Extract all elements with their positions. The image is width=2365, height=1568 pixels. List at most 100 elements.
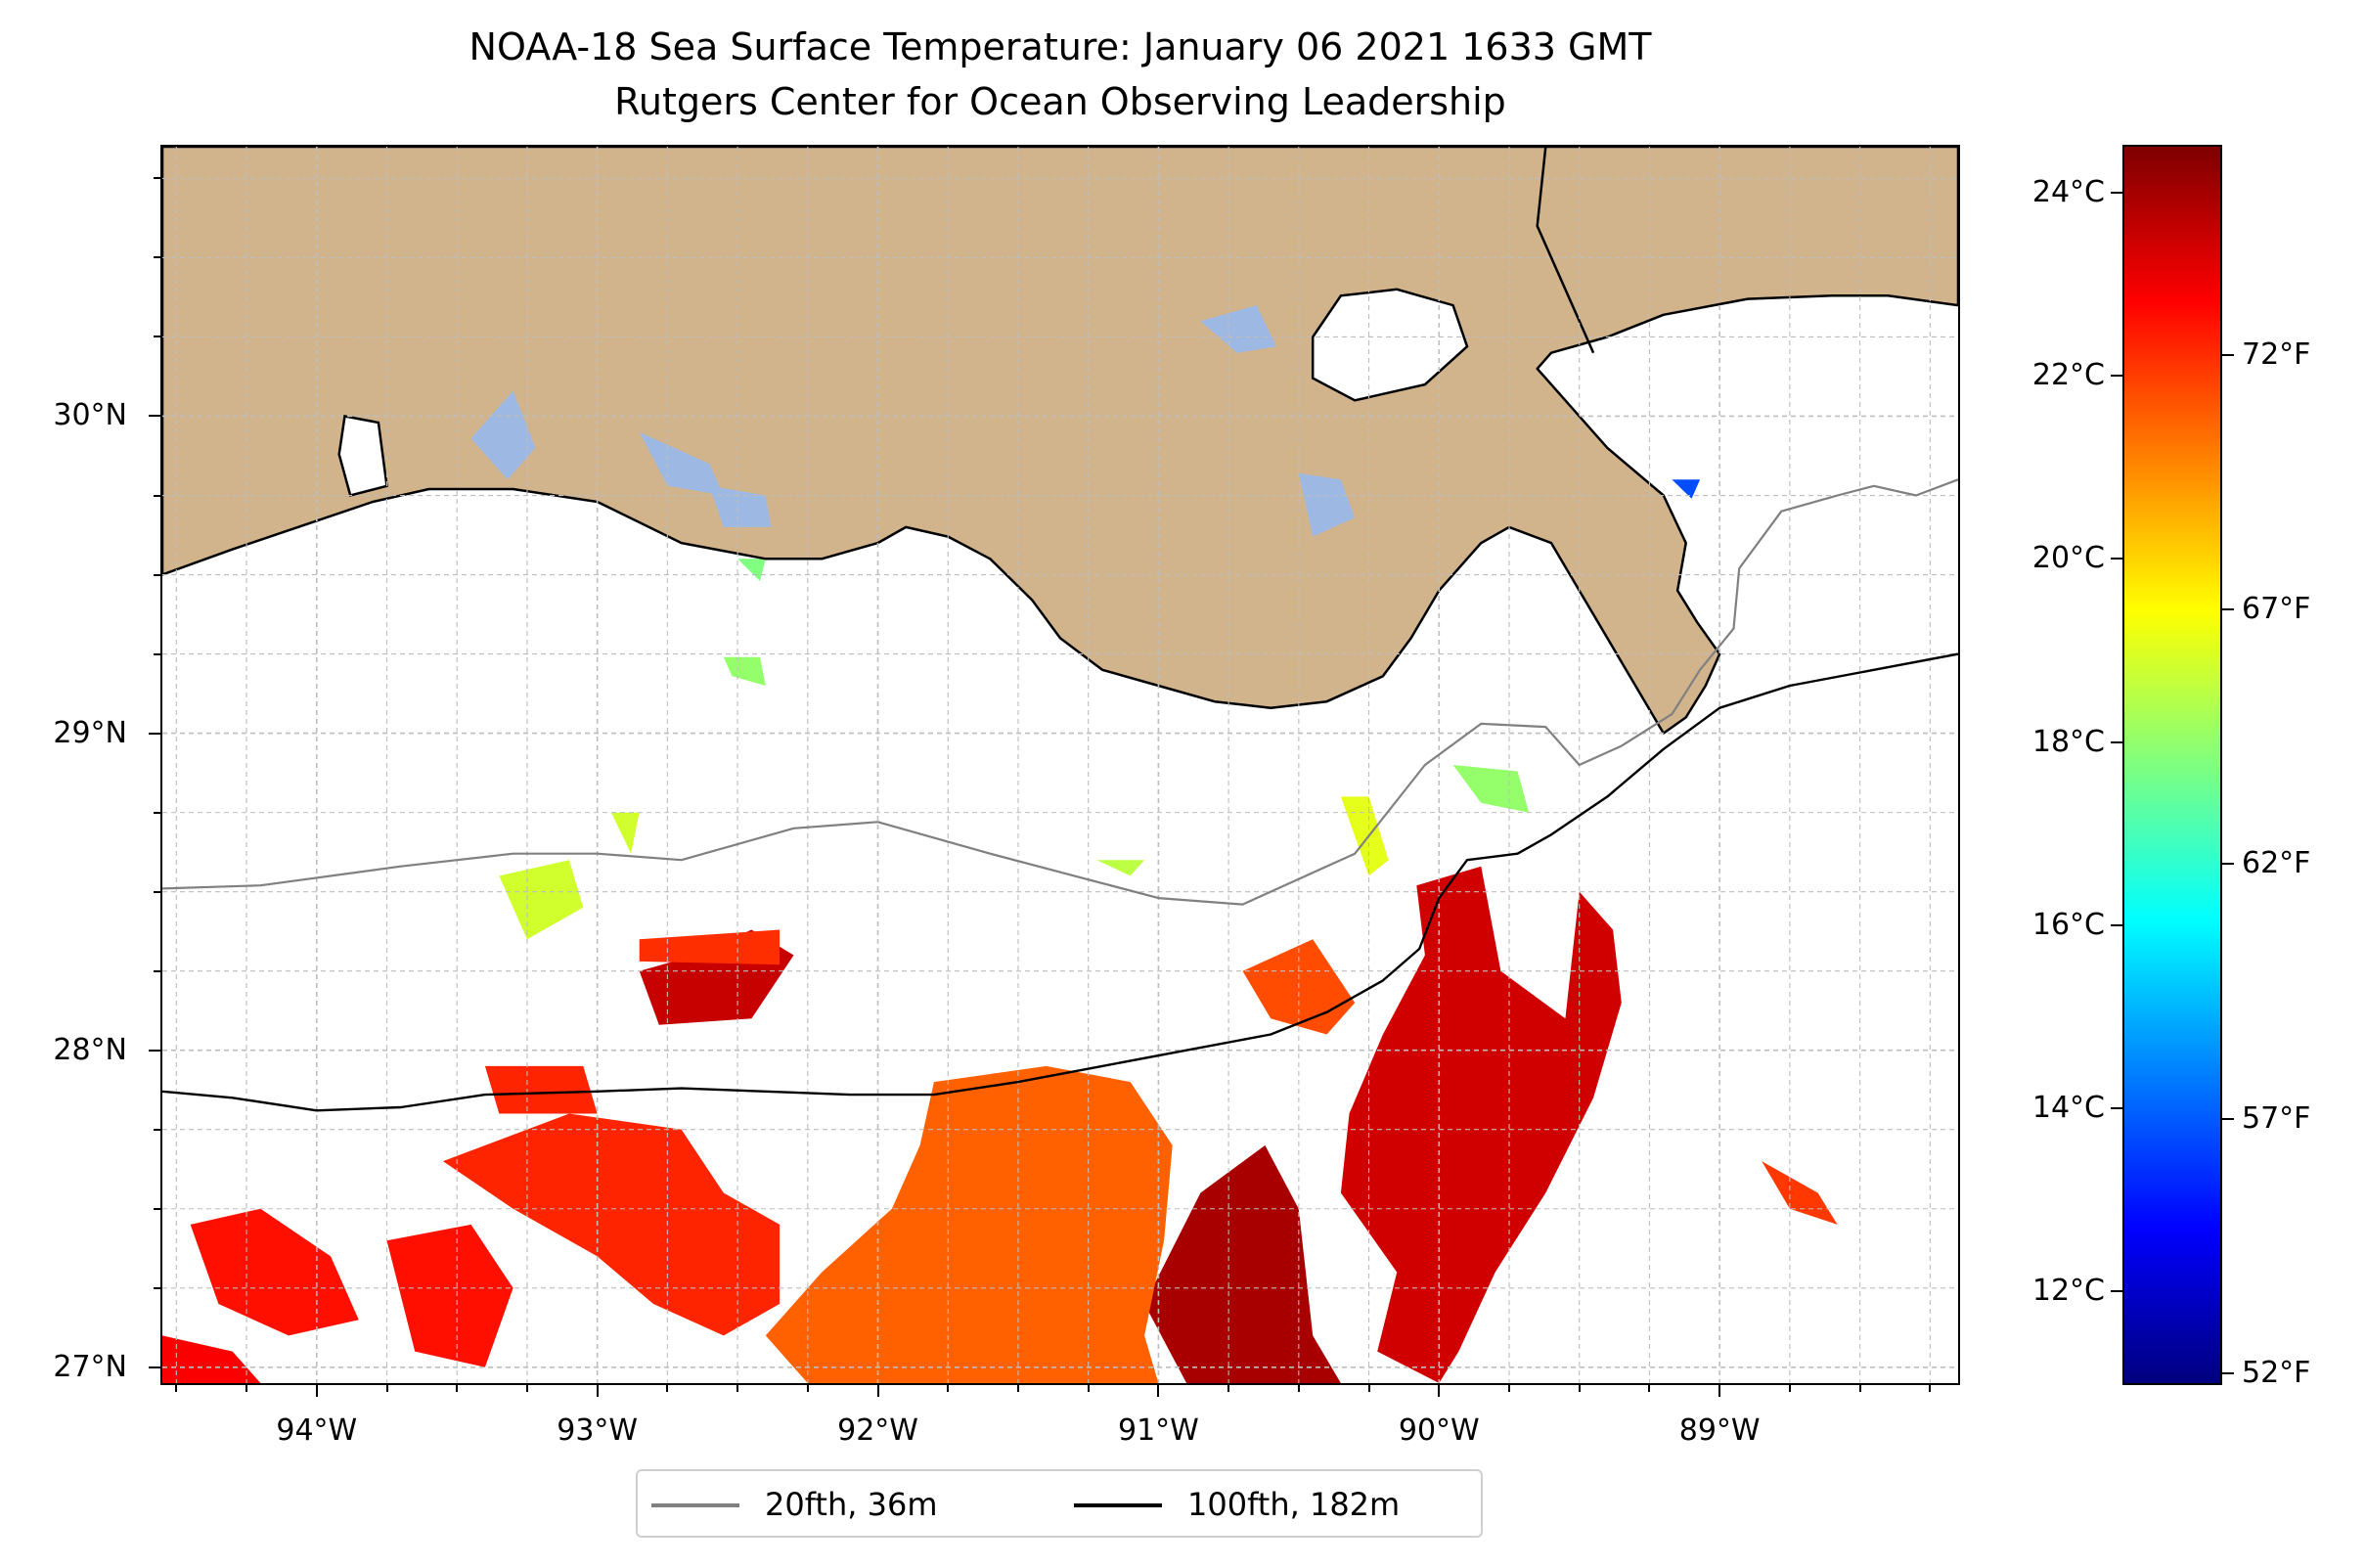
axis-tick bbox=[2222, 1371, 2234, 1374]
axis-tick bbox=[154, 177, 160, 180]
celsius-tick-label: 12°C bbox=[2031, 1274, 2105, 1309]
axis-tick bbox=[1438, 1385, 1441, 1397]
inland-lake bbox=[1298, 472, 1356, 537]
sst-patch bbox=[611, 812, 640, 854]
state-border bbox=[1536, 147, 1595, 354]
axis-tick bbox=[1508, 1385, 1510, 1392]
lat-label: 29°N bbox=[53, 715, 127, 750]
axis-tick bbox=[876, 1385, 879, 1397]
sst-patch bbox=[1672, 479, 1701, 499]
axis-tick bbox=[2222, 863, 2234, 866]
axis-tick bbox=[2111, 191, 2122, 194]
axis-tick bbox=[154, 256, 160, 259]
lat-label: 30°N bbox=[53, 398, 127, 433]
axis-tick bbox=[1788, 1385, 1791, 1392]
celsius-tick-label: 18°C bbox=[2031, 724, 2105, 759]
map-title: NOAA-18 Sea Surface Temperature: January… bbox=[469, 25, 1652, 68]
axis-tick bbox=[1087, 1385, 1090, 1392]
sst-patch bbox=[386, 1224, 513, 1367]
legend-label-20fth: 20fth, 36m bbox=[765, 1486, 938, 1523]
sst-patch bbox=[1340, 866, 1622, 1383]
axis-tick bbox=[149, 1366, 160, 1368]
axis-tick bbox=[1227, 1385, 1230, 1392]
legend-label-100fth: 100fth, 182m bbox=[1187, 1486, 1401, 1523]
coastal-lake bbox=[337, 415, 388, 498]
celsius-tick-label: 20°C bbox=[2031, 541, 2105, 576]
axis-tick bbox=[154, 336, 160, 338]
axis-tick bbox=[154, 1128, 160, 1131]
axis-tick bbox=[2111, 740, 2122, 743]
isobath-20fth-line bbox=[162, 478, 1958, 906]
celsius-tick-label: 24°C bbox=[2031, 174, 2105, 209]
sst-patch bbox=[499, 860, 584, 940]
axis-tick bbox=[154, 652, 160, 655]
inland-lake bbox=[1200, 305, 1276, 353]
axis-tick bbox=[2222, 354, 2234, 357]
map-subtitle: Rutgers Center for Ocean Observing Leade… bbox=[614, 80, 1506, 123]
axis-tick bbox=[154, 1286, 160, 1289]
sst-patch bbox=[1452, 765, 1530, 813]
axis-tick bbox=[1578, 1385, 1581, 1392]
temperature-colorbar bbox=[2122, 145, 2222, 1385]
lat-label: 28°N bbox=[53, 1032, 127, 1067]
coastal-lake bbox=[1311, 288, 1469, 402]
fahrenheit-tick-label: 52°F bbox=[2242, 1355, 2311, 1390]
sst-patch bbox=[484, 1065, 598, 1114]
inland-lake bbox=[470, 390, 536, 480]
axis-tick bbox=[806, 1385, 809, 1392]
land-area bbox=[162, 147, 1958, 735]
axis-tick bbox=[1929, 1385, 1932, 1392]
axis-tick bbox=[1367, 1385, 1370, 1392]
legend-swatch-100fth bbox=[1074, 1503, 1162, 1507]
axis-tick bbox=[154, 969, 160, 972]
axis-tick bbox=[2111, 1107, 2122, 1110]
axis-tick bbox=[2111, 1290, 2122, 1293]
isobath-100fth-line bbox=[162, 652, 1958, 1112]
axis-tick bbox=[947, 1385, 950, 1392]
lon-label: 92°W bbox=[837, 1413, 918, 1448]
legend-swatch-20fth bbox=[651, 1503, 739, 1507]
axis-tick bbox=[245, 1385, 248, 1392]
fahrenheit-tick-label: 67°F bbox=[2242, 592, 2311, 627]
lat-label: 27°N bbox=[53, 1349, 127, 1384]
sst-patch bbox=[639, 929, 781, 965]
lon-label: 90°W bbox=[1398, 1413, 1480, 1448]
fahrenheit-tick-label: 72°F bbox=[2242, 337, 2311, 373]
inland-lake bbox=[709, 485, 772, 527]
axis-tick bbox=[154, 1207, 160, 1210]
axis-tick bbox=[666, 1385, 669, 1392]
axis-tick bbox=[154, 494, 160, 497]
sst-patch bbox=[765, 1065, 1173, 1383]
fahrenheit-tick-label: 62°F bbox=[2242, 846, 2311, 881]
celsius-tick-label: 14°C bbox=[2031, 1091, 2105, 1126]
axis-tick bbox=[154, 573, 160, 576]
map-plot-area[interactable] bbox=[160, 145, 1960, 1385]
axis-tick bbox=[456, 1385, 459, 1392]
sst-patch bbox=[1144, 1144, 1341, 1383]
axis-tick bbox=[1648, 1385, 1651, 1392]
lon-label: 91°W bbox=[1117, 1413, 1199, 1448]
axis-tick bbox=[154, 811, 160, 814]
lon-label: 89°W bbox=[1678, 1413, 1761, 1448]
axis-tick bbox=[154, 890, 160, 893]
axis-tick bbox=[175, 1385, 178, 1392]
axis-tick bbox=[1718, 1385, 1721, 1397]
axis-tick bbox=[149, 415, 160, 418]
axis-tick bbox=[525, 1385, 528, 1392]
axis-tick bbox=[315, 1385, 318, 1397]
sst-patch bbox=[723, 656, 766, 686]
sst-patch bbox=[1096, 860, 1145, 876]
axis-tick bbox=[2222, 608, 2234, 611]
axis-tick bbox=[1016, 1385, 1019, 1392]
celsius-tick-label: 16°C bbox=[2031, 907, 2105, 942]
lon-label: 94°W bbox=[276, 1413, 358, 1448]
axis-tick bbox=[1157, 1385, 1160, 1397]
axis-tick bbox=[149, 732, 160, 735]
fahrenheit-tick-label: 57°F bbox=[2242, 1100, 2311, 1136]
legend: 20fth, 36m 100fth, 182m bbox=[636, 1469, 1483, 1538]
inland-lake bbox=[639, 431, 724, 496]
axis-tick bbox=[149, 1049, 160, 1052]
axis-tick bbox=[2111, 923, 2122, 926]
axis-tick bbox=[2111, 558, 2122, 560]
lon-label: 93°W bbox=[557, 1413, 639, 1448]
